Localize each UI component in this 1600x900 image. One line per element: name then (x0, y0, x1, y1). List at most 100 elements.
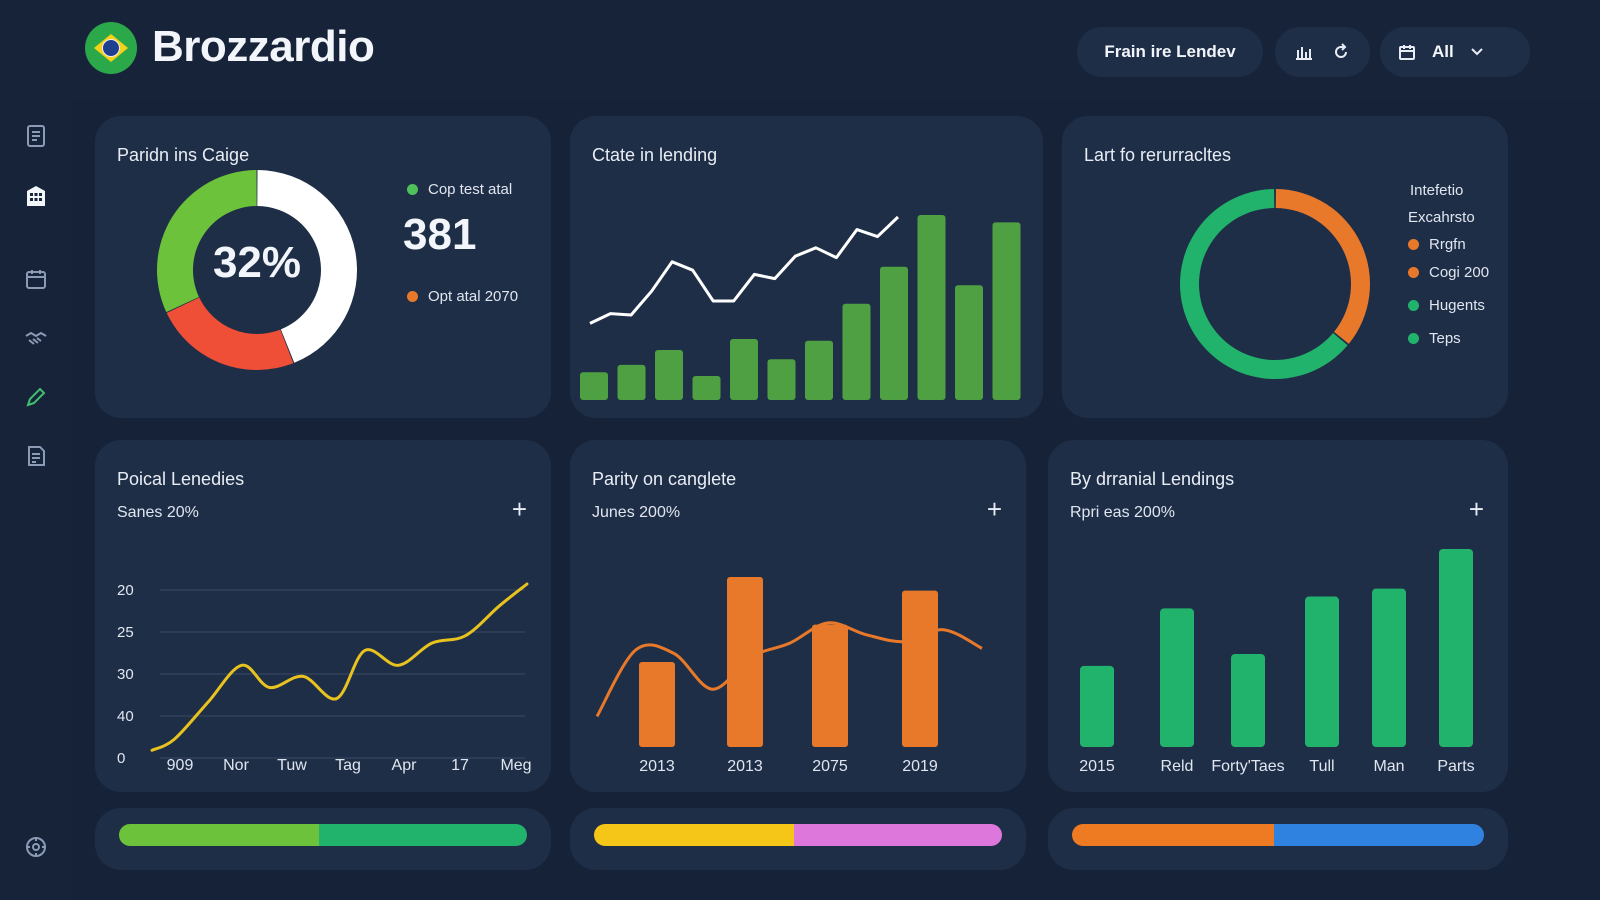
bar (992, 222, 1021, 400)
donut-slice (166, 297, 294, 370)
trend-line (589, 215, 900, 325)
bar (805, 340, 833, 400)
card-title: By drranial Lendings (1070, 469, 1235, 489)
legend-header: Excahrsto (1408, 209, 1475, 226)
card-subtitle: Rpri eas 200% (1070, 504, 1175, 521)
y-tick-label: 0 (117, 750, 125, 767)
legend-dot (1408, 267, 1419, 278)
refresh-icon[interactable] (1332, 43, 1350, 61)
calendar-icon[interactable] (22, 265, 50, 293)
orange-bar-chart: 2013 2013 2075 2019 (595, 577, 983, 775)
x-tick-label: 2013 (639, 758, 675, 775)
green-bar-chart: 2015 Reld Forty'Taes Tull Man Parts (1079, 549, 1475, 775)
x-tick-label: Forty'Taes (1211, 758, 1284, 775)
progress-card-3 (1048, 808, 1508, 870)
ring-card: Lart fo rerurracltes Intefetio Excahrsto… (1062, 116, 1508, 418)
progress-card-1 (95, 808, 551, 870)
x-tick-label: Meg (500, 757, 531, 774)
bar (1080, 665, 1114, 747)
settings-icon[interactable] (22, 833, 50, 861)
bar (842, 303, 871, 400)
bar (767, 359, 796, 400)
card-title: Lart fo rerurracltes (1084, 145, 1232, 165)
report-icon[interactable] (22, 442, 50, 470)
x-tick-label: Apr (392, 757, 418, 774)
toolbar-icon-group (1275, 27, 1370, 77)
handshake-icon[interactable] (22, 325, 50, 353)
view-select[interactable]: All (1380, 27, 1530, 77)
bar (1160, 608, 1194, 747)
card-title: Poical Lenedies (117, 469, 245, 489)
progress-segment (793, 824, 1002, 846)
chevron-down-icon (1470, 47, 1484, 57)
legend-item: Rrgfn (1408, 236, 1466, 253)
x-tick-label: 2019 (902, 758, 938, 775)
progress-segment (594, 824, 794, 846)
bar (692, 375, 721, 400)
add-icon[interactable]: + (1468, 494, 1484, 524)
progress-segment (1072, 824, 1274, 846)
lending-combo-card: Ctate in lending (570, 116, 1043, 418)
dashboard-main: Paridn ins Caige 32% Cop test atal 381 O… (72, 100, 1600, 900)
progress-bar (594, 824, 1002, 846)
bar (955, 285, 983, 400)
donut-slice (1180, 189, 1348, 379)
chart-icon[interactable] (1295, 43, 1313, 61)
ring-chart (1180, 189, 1370, 379)
progress-segment (119, 824, 319, 846)
progress-bar (119, 824, 527, 846)
legend-item: Opt atal 2070 (407, 288, 518, 305)
add-icon[interactable]: + (986, 494, 1002, 524)
bar (655, 350, 683, 400)
green-bar-card: By drranial Lendings Rpri eas 200% + 201… (1048, 440, 1508, 792)
bar (1372, 588, 1406, 747)
pen-icon[interactable] (22, 383, 50, 411)
donut-slice (157, 170, 257, 313)
legend-label: Cop test atal (428, 181, 513, 198)
bar (812, 624, 848, 747)
legend-dot (1408, 239, 1419, 250)
filter-button[interactable]: Frain ire Lendev (1077, 27, 1263, 77)
x-tick-label: 2075 (812, 758, 848, 775)
card-title: Ctate in lending (592, 145, 718, 165)
sidebar (0, 100, 72, 900)
x-tick-label: Reld (1161, 758, 1194, 775)
donut-card: Paridn ins Caige 32% Cop test atal 381 O… (95, 116, 551, 418)
x-tick-label: Parts (1437, 758, 1474, 775)
card-subtitle: Sanes 20% (117, 504, 199, 521)
bar (1305, 596, 1339, 747)
legend-label: Teps (1429, 330, 1461, 347)
y-tick-label: 25 (117, 624, 134, 641)
legend-label: Hugents (1429, 297, 1485, 314)
bar (580, 372, 608, 400)
series-line (150, 582, 529, 752)
legend-dot (1408, 333, 1419, 344)
bar (730, 338, 758, 400)
legend-dot (407, 291, 418, 302)
legend-label: Opt atal 2070 (428, 288, 519, 305)
x-tick-label: Tull (1309, 758, 1334, 775)
bar (902, 590, 938, 747)
app-header: Brozzardio Frain ire Lendev All (0, 0, 1600, 100)
x-tick-label: Nor (223, 757, 249, 774)
x-tick-label: 2013 (727, 758, 763, 775)
x-tick-label: 2015 (1079, 758, 1115, 775)
bar (1439, 549, 1473, 747)
line-chart: 20 25 30 40 0 909 Nor Tuw Tag Apr 17 Meg (117, 582, 532, 774)
card-subtitle: Junes 200% (592, 504, 681, 521)
brazil-flag-logo (85, 22, 137, 74)
progress-segment (318, 824, 527, 846)
y-tick-label: 40 (117, 708, 134, 725)
legend-item: Cogi 200 (1408, 264, 1489, 281)
document-icon[interactable] (22, 122, 50, 150)
donut-slice (257, 170, 357, 363)
add-icon[interactable]: + (511, 494, 527, 524)
x-tick-label: 909 (167, 757, 194, 774)
x-tick-label: Tag (335, 757, 361, 774)
progress-segment (1273, 824, 1484, 846)
bar (639, 662, 675, 747)
combo-chart (580, 215, 1021, 400)
card-title: Parity on canglete (592, 469, 737, 489)
building-icon[interactable] (22, 182, 50, 210)
legend-dot (407, 184, 418, 195)
